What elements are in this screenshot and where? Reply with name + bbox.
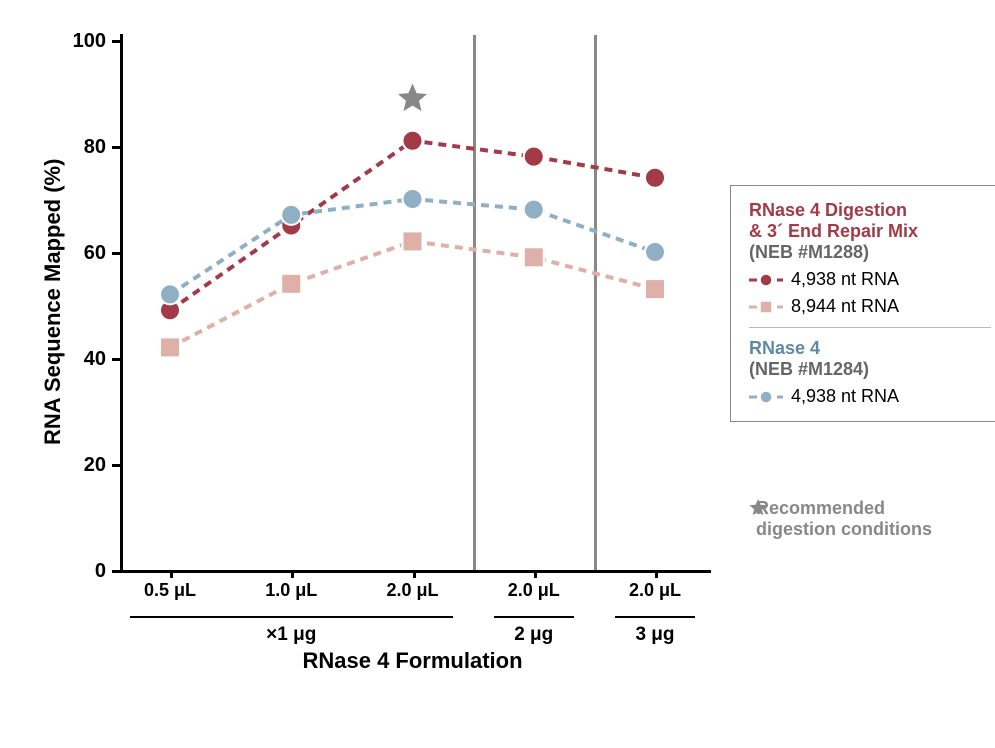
x-tick-label: 2.0 μL	[484, 580, 584, 601]
legend-group-title: & 3´ End Repair Mix	[749, 221, 991, 242]
legend-item: 8,944 nt RNA	[749, 296, 991, 317]
y-axis-title: RNA Sequence Mapped (%)	[40, 159, 66, 445]
x-tick-label: 1.0 μL	[241, 580, 341, 601]
legend-divider	[749, 327, 991, 328]
x-tick	[655, 570, 658, 578]
x-tick-label: 2.0 μL	[363, 580, 463, 601]
recommended-footnote: Recommendeddigestion conditions	[748, 498, 932, 540]
x-axis-title: RNase 4 Formulation	[120, 648, 705, 674]
series-marker	[645, 279, 665, 299]
x-group-label: ×1 μg	[130, 624, 453, 646]
legend-label: 4,938 nt RNA	[791, 269, 899, 290]
x-tick-label: 2.0 μL	[605, 580, 705, 601]
series-marker	[403, 131, 423, 151]
group-underline	[130, 616, 453, 618]
legend-group-title: RNase 4	[749, 338, 991, 359]
legend-group-title: RNase 4 Digestion	[749, 200, 991, 221]
series-marker	[524, 200, 544, 220]
legend-group-title: (NEB #M1284)	[749, 359, 991, 380]
group-underline	[494, 616, 574, 618]
legend-swatch	[749, 299, 783, 315]
series-marker	[645, 168, 665, 188]
legend-swatch	[749, 389, 783, 405]
group-underline	[615, 616, 695, 618]
footnote-text: Recommendeddigestion conditions	[756, 498, 932, 540]
legend-item: 4,938 nt RNA	[749, 386, 991, 407]
legend-swatch	[749, 272, 783, 288]
series-marker	[281, 274, 301, 294]
series-marker	[645, 242, 665, 262]
x-tick-label: 0.5 μL	[120, 580, 220, 601]
series-marker	[160, 337, 180, 357]
legend-label: 4,938 nt RNA	[791, 386, 899, 407]
legend: RNase 4 Digestion& 3´ End Repair Mix(NEB…	[730, 185, 995, 422]
series-marker	[524, 247, 544, 267]
legend-group-title: (NEB #M1288)	[749, 242, 991, 263]
x-tick	[170, 570, 173, 578]
x-group-label: 3 μg	[615, 624, 695, 646]
legend-label: 8,944 nt RNA	[791, 296, 899, 317]
series-marker	[281, 205, 301, 225]
x-group-label: 2 μg	[494, 624, 574, 646]
legend-item: 4,938 nt RNA	[749, 269, 991, 290]
x-tick	[413, 570, 416, 578]
x-tick	[291, 570, 294, 578]
series-marker	[524, 147, 544, 167]
series-marker	[403, 189, 423, 209]
series-marker	[160, 284, 180, 304]
series-marker	[403, 231, 423, 251]
star-icon	[399, 85, 426, 110]
x-tick	[534, 570, 537, 578]
